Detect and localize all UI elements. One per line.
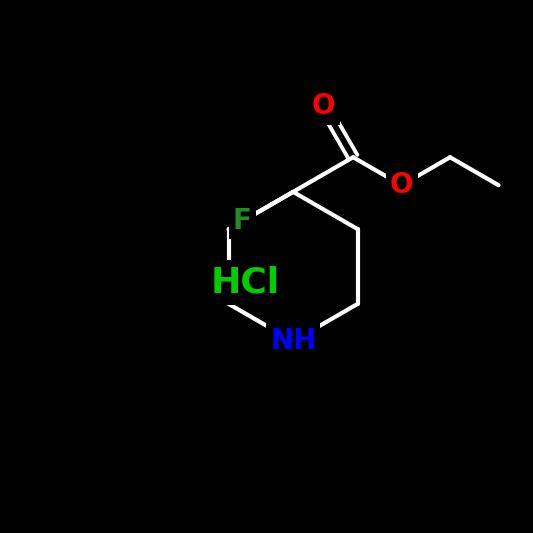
Text: HCl: HCl [211,265,280,300]
Text: F: F [233,207,252,235]
Text: NH: NH [270,327,316,355]
Text: O: O [312,92,336,120]
Text: O: O [390,171,414,199]
